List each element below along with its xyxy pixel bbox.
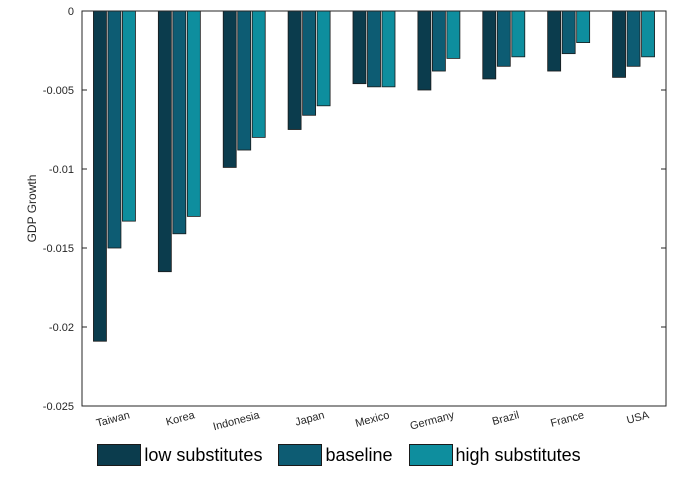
y-tick-label: -0.02 (49, 322, 74, 334)
bar-taiwan-baseline (107, 10, 122, 249)
x-tick-label-france: France (549, 409, 585, 429)
legend-label-baseline: baseline (325, 444, 393, 465)
y-tick-label: -0.025 (43, 401, 74, 413)
x-axis: Taiwan Korea Indonesia Japan Mexico Germany Br… (95, 409, 651, 433)
bar-france-high-substitutes (576, 10, 591, 44)
legend-swatch-low-substitutes (97, 444, 142, 466)
bar-mexico-baseline (367, 10, 381, 88)
x-tick-label-japan: Japan (294, 409, 326, 428)
bar-france-baseline (561, 10, 576, 55)
y-axis-label: GDP Growth (25, 175, 39, 243)
legend-label-low-substitutes: low substitutes (144, 444, 263, 465)
x-tick-label-germany: Germany (409, 409, 456, 432)
x-tick-label-mexico: Mexico (354, 409, 391, 430)
bar-japan-baseline (302, 10, 317, 116)
legend-item-baseline: baseline (278, 444, 393, 466)
bar-mexico-high-substitutes (381, 10, 396, 88)
bar-brazil-low-substitutes (482, 10, 497, 80)
bar-mexico-low-substitutes (352, 10, 367, 85)
x-tick-label-brazil: Brazil (491, 409, 521, 428)
legend-label-high-substitutes: high substitutes (455, 444, 581, 465)
bar-japan-high-substitutes (316, 10, 331, 107)
bar-taiwan-high-substitutes (122, 10, 136, 222)
bar-germany-high-substitutes (446, 10, 461, 59)
bar-brazil-high-substitutes (511, 10, 526, 58)
bar-usa-low-substitutes (612, 10, 626, 78)
y-tick-label: -0.015 (43, 243, 74, 255)
bar-brazil-baseline (496, 10, 511, 67)
y-tick-label: 0 (68, 6, 74, 18)
bars-group (93, 10, 655, 342)
bar-germany-low-substitutes (417, 10, 432, 91)
x-tick-label-usa: USA (625, 409, 651, 427)
bar-indonesia-high-substitutes (251, 10, 266, 138)
x-tick-label-taiwan: Taiwan (95, 409, 131, 429)
bar-usa-baseline (626, 10, 641, 67)
bar-taiwan-low-substitutes (93, 10, 107, 342)
y-axis: 0 -0.005 -0.01 -0.015 -0.02 -0.025 (43, 6, 666, 413)
bar-korea-low-substitutes (157, 10, 172, 273)
x-tick-label-indonesia: Indonesia (212, 409, 262, 433)
y-tick-label: -0.005 (43, 85, 74, 97)
bar-indonesia-baseline (237, 10, 252, 151)
bar-korea-baseline (172, 10, 187, 235)
legend-item-low-substitutes: low substitutes (97, 444, 262, 466)
bar-usa-high-substitutes (641, 10, 655, 58)
bar-japan-low-substitutes (287, 10, 302, 130)
x-tick-label-korea: Korea (165, 409, 197, 428)
legend: low substitutes baseline high substitute… (0, 440, 678, 470)
plot-frame (81, 10, 667, 407)
legend-item-high-substitutes: high substitutes (408, 444, 581, 466)
bar-korea-high-substitutes (186, 10, 201, 217)
y-tick-label: -0.01 (49, 164, 74, 176)
chart: 0 -0.005 -0.01 -0.015 -0.02 -0.025 Taiwan Kore… (25, 6, 667, 433)
bar-germany-baseline (431, 10, 446, 72)
bar-indonesia-low-substitutes (222, 10, 237, 168)
bar-france-low-substitutes (547, 10, 562, 72)
legend-swatch-high-substitutes (408, 444, 453, 466)
legend-swatch-baseline (278, 444, 323, 466)
